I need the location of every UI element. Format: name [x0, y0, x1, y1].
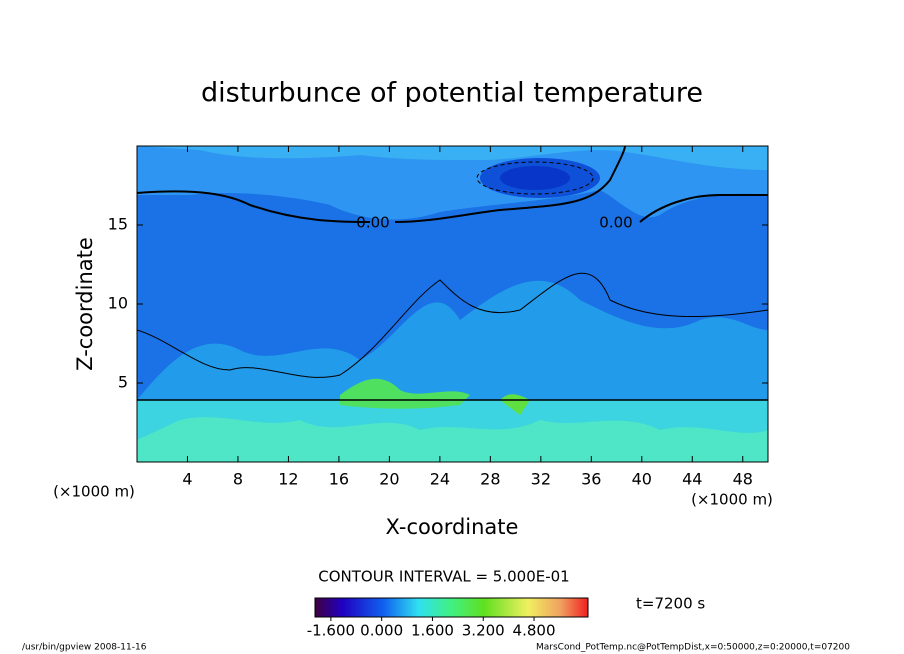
colorbar-tick-label: -1.600	[307, 622, 355, 640]
x-tick-label: 20	[379, 470, 399, 489]
colorbar-tick-label: 3.200	[462, 622, 505, 640]
colorbar-tick-label: 1.600	[411, 622, 454, 640]
x-tick-label: 40	[632, 470, 652, 489]
x-tick-label: 36	[581, 470, 601, 489]
x-tick-label: 24	[430, 470, 450, 489]
footer-right: MarsCond_PotTemp.nc@PotTempDist,x=0:5000…	[536, 643, 850, 653]
contour-label: 0.00	[599, 214, 632, 232]
chart-title: disturbunce of potential temperature	[201, 78, 703, 109]
y-tick-label: 5	[118, 373, 128, 392]
x-unit-label: (×1000 m)	[691, 491, 773, 509]
x-tick-label: 12	[278, 470, 298, 489]
time-label: t=7200 s	[636, 595, 705, 613]
colorbar-tick-label: 0.000	[360, 622, 403, 640]
contour-interval: CONTOUR INTERVAL = 5.000E-01	[318, 568, 569, 586]
x-tick-label: 32	[531, 470, 551, 489]
footer-left: /usr/bin/gpview 2008-11-16	[22, 643, 147, 653]
y-tick-label: 10	[108, 294, 128, 313]
colorbar	[314, 597, 589, 618]
contour-field	[137, 146, 768, 462]
x-axis-label: X-coordinate	[386, 515, 519, 539]
x-tick-label: 16	[329, 470, 349, 489]
y-axis-label: Z-coordinate	[73, 237, 97, 371]
y-tick-label: 15	[108, 215, 128, 234]
x-tick-label: 28	[480, 470, 500, 489]
x-tick-label: 48	[733, 470, 753, 489]
x-tick-label: 44	[682, 470, 702, 489]
colorbar-tick-label: 4.800	[513, 622, 556, 640]
x-tick-label: 8	[233, 470, 243, 489]
x-tick-label: 4	[182, 470, 192, 489]
contour-label: 0.00	[356, 214, 389, 232]
y-unit-label: (×1000 m)	[53, 483, 135, 501]
